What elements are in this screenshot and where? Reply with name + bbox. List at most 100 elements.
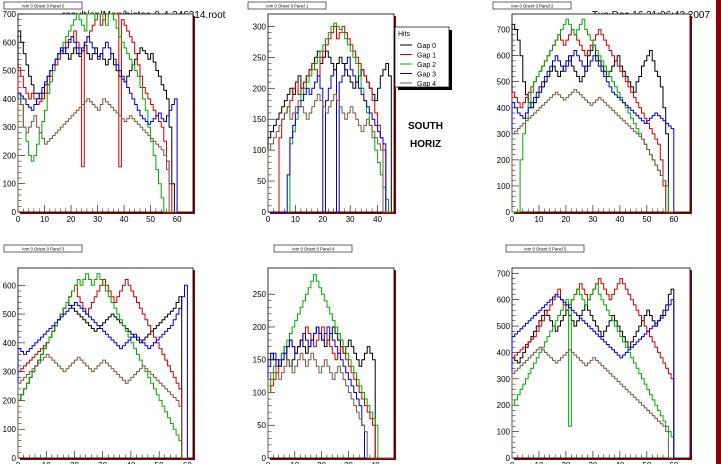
chart-title: Arm 0 Orient 0 Panel 4 [292, 247, 335, 252]
y-tick-label: 300 [497, 130, 511, 139]
x-tick-label: 10 [290, 461, 299, 464]
y-tick-label: 100 [3, 425, 17, 434]
y-tick-label: 300 [3, 123, 17, 132]
y-tick-label: 700 [497, 26, 511, 35]
y-tick-label: 0 [12, 454, 17, 463]
y-tick-label: 0 [506, 454, 511, 463]
y-tick-label: 150 [253, 356, 267, 365]
y-tick-label: 500 [497, 78, 511, 87]
chart-title-box [492, 1, 572, 10]
x-tick-label: 40 [615, 461, 624, 464]
y-tick-label: 200 [3, 151, 17, 160]
chart-title-box [3, 244, 83, 253]
series-line-gap-2 [17, 13, 178, 213]
y-tick-label: 400 [497, 104, 511, 113]
y-tick-label: 500 [497, 322, 511, 331]
y-tick-label: 100 [497, 428, 511, 437]
series-line-gap-3 [511, 293, 675, 458]
x-tick-label: 30 [93, 215, 102, 224]
y-tick-label: 50 [257, 177, 266, 186]
chart-title-box [273, 244, 353, 253]
y-tick-label: 0 [262, 454, 267, 463]
chart-title-box [3, 1, 83, 10]
series-line-gap-0 [511, 23, 674, 213]
y-tick-label: 100 [253, 146, 267, 155]
series-line-gap-4 [17, 353, 188, 459]
x-tick-label: 30 [588, 461, 597, 464]
x-tick-label: 10 [535, 461, 544, 464]
x-tick-label: 20 [67, 215, 76, 224]
y-tick-label: 700 [3, 10, 17, 19]
series-line-gap-3 [268, 56, 394, 213]
y-tick-label: 300 [497, 375, 511, 384]
chart-title-box [247, 1, 327, 10]
x-tick-label: 30 [346, 215, 355, 224]
y-tick-label: 0 [506, 208, 511, 217]
y-tick-label: 400 [3, 339, 17, 348]
y-tick-label: 200 [253, 323, 267, 332]
series-line-gap-3 [267, 326, 394, 459]
x-tick-label: 50 [155, 461, 164, 464]
legend-entry: Gap 1 [417, 53, 436, 60]
series-line-gap-2 [268, 22, 394, 213]
x-tick-label: 0 [16, 215, 21, 224]
x-tick-label: 20 [561, 461, 570, 464]
series-line-gap-3 [17, 36, 178, 212]
y-tick-label: 200 [497, 401, 511, 410]
chart-title: Arm 0 Orient 0 Panel 3 [22, 247, 65, 252]
series-line-gap-3 [511, 50, 675, 212]
x-tick-label: 30 [98, 461, 107, 464]
y-tick-label: 50 [257, 421, 266, 430]
series-line-gap-4 [511, 346, 674, 459]
y-tick-label: 500 [3, 310, 17, 319]
chart-title: Arm 0 Orient 0 Panel 5 [524, 247, 567, 252]
y-tick-label: 600 [497, 52, 511, 61]
chart-title: Arm 0 Orient 0 Panel 1 [266, 4, 309, 9]
window-edge-shadow [716, 0, 721, 464]
x-tick-label: 10 [42, 461, 51, 464]
x-tick-label: 50 [146, 215, 155, 224]
y-tick-label: 300 [253, 22, 267, 31]
y-tick-label: 700 [497, 269, 511, 278]
x-tick-label: 0 [266, 461, 271, 464]
y-tick-label: 600 [3, 38, 17, 47]
series-line-gap-4 [17, 98, 178, 213]
y-tick-label: 400 [497, 348, 511, 357]
legend-title: Hits [398, 31, 411, 38]
y-tick-label: 0 [12, 208, 17, 217]
region-label-line1: SOUTH [408, 121, 443, 132]
plot-frame [511, 13, 691, 213]
y-tick-label: 200 [497, 156, 511, 165]
y-tick-label: 100 [253, 388, 267, 397]
y-tick-label: 0 [262, 208, 267, 217]
x-tick-label: 40 [371, 461, 380, 464]
legend-box [394, 26, 450, 88]
y-tick-label: 150 [253, 115, 267, 124]
y-tick-label: 100 [497, 182, 511, 191]
y-tick-label: 250 [253, 53, 267, 62]
series-line-gap-3 [17, 284, 188, 458]
x-tick-label: 20 [561, 215, 570, 224]
x-tick-label: 20 [318, 215, 327, 224]
y-tick-label: 250 [253, 290, 267, 299]
x-tick-label: 20 [317, 461, 326, 464]
legend-entry: Gap 4 [417, 81, 436, 88]
x-tick-label: 60 [183, 461, 192, 464]
series-line-gap-0 [267, 326, 394, 459]
y-tick-label: 200 [253, 84, 267, 93]
series-line-gap-2 [511, 283, 675, 458]
x-tick-label: 60 [669, 461, 678, 464]
y-tick-label: 200 [3, 396, 17, 405]
y-tick-label: 600 [3, 281, 17, 290]
x-tick-label: 50 [642, 215, 651, 224]
y-tick-label: 300 [3, 368, 17, 377]
chart-title: Arm 0 Orient 0 Panel 0 [22, 4, 65, 9]
x-tick-label: 0 [16, 461, 21, 464]
x-tick-label: 50 [642, 461, 651, 464]
legend-entry: Gap 3 [417, 72, 436, 79]
x-tick-label: 10 [40, 215, 49, 224]
series-line-gap-1 [17, 13, 178, 213]
y-tick-label: 600 [497, 296, 511, 305]
chart-title: Arm 0 Orient 0 Panel 2 [511, 4, 554, 9]
